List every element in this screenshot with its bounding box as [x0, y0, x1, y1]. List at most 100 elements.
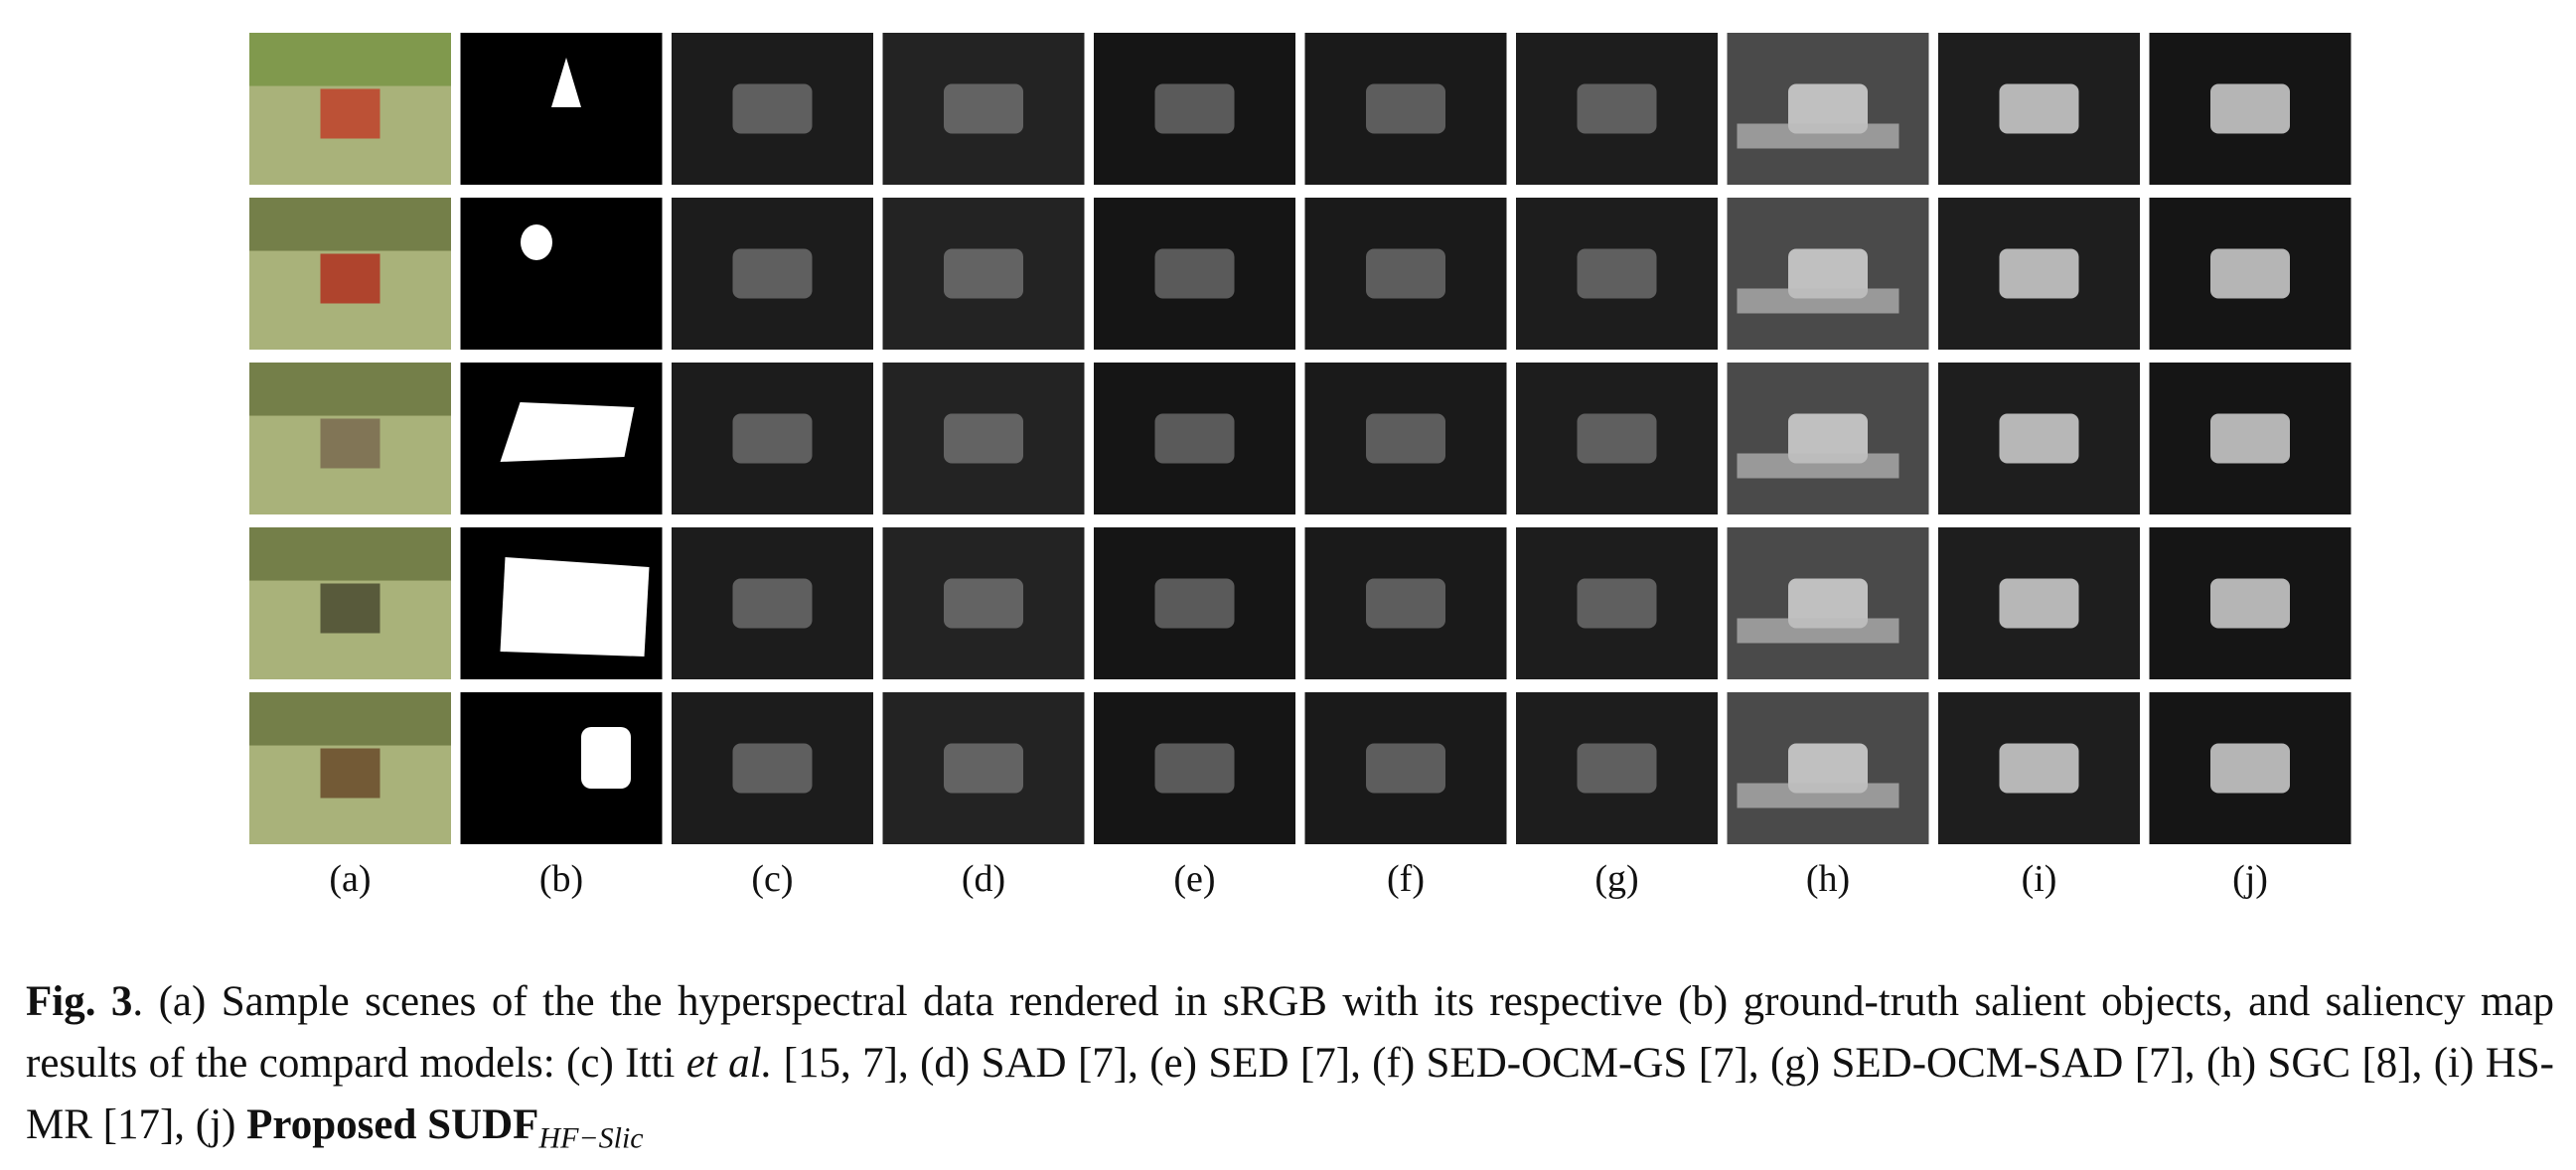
- scene-detail: [249, 692, 451, 746]
- thumbnail-bg: [1516, 527, 1718, 679]
- thumbnail: [460, 692, 663, 844]
- saliency-blob: [1999, 413, 2079, 464]
- saliency-blob: [1999, 578, 2079, 629]
- saliency-blob: [2210, 743, 2290, 794]
- thumbnail: [1938, 363, 2140, 514]
- column-label: (g): [1594, 858, 1638, 900]
- thumbnail: [1516, 198, 1718, 350]
- thumbnail: [1094, 363, 1295, 514]
- scene-object: [320, 748, 380, 799]
- thumbnail: [1304, 527, 1507, 679]
- saliency-blob: [944, 248, 1023, 299]
- thumbnail-bg: [460, 692, 663, 844]
- thumbnail-bg: [882, 363, 1085, 514]
- saliency-region: [1737, 288, 1899, 314]
- mask-shape: [500, 402, 635, 462]
- caption: Fig. 3. (a) Sample scenes of the the hyp…: [26, 971, 2554, 1170]
- thumbnail: [1094, 33, 1295, 185]
- thumbnail-bg: [1094, 33, 1295, 185]
- column-label: (e): [1173, 858, 1215, 900]
- saliency-blob: [1577, 413, 1657, 464]
- saliency-blob: [732, 743, 813, 794]
- thumbnail: [672, 363, 873, 514]
- thumbnail-bg: [672, 198, 873, 350]
- thumbnail: [882, 363, 1085, 514]
- thumbnail: [1938, 198, 2140, 350]
- scene-detail: [249, 363, 451, 416]
- saliency-blob: [1366, 743, 1445, 794]
- column-label: (d): [962, 858, 1005, 900]
- saliency-region: [1737, 453, 1899, 479]
- thumbnail: [1516, 363, 1718, 514]
- mask-shape: [581, 727, 631, 789]
- thumbnail-bg: [1304, 33, 1507, 185]
- thumbnail: [249, 363, 451, 514]
- column-label: (f): [1387, 858, 1425, 900]
- thumbnail: [1938, 692, 2140, 844]
- column-label: (j): [2232, 858, 2268, 900]
- thumbnail: [460, 198, 663, 350]
- thumbnail: [882, 527, 1085, 679]
- scene-object: [320, 583, 380, 634]
- saliency-blob: [1577, 83, 1657, 134]
- thumbnail-bg: [672, 692, 873, 844]
- caption-subscript: HF−Slic: [538, 1121, 644, 1155]
- saliency-region: [1737, 618, 1899, 644]
- column-label: (h): [1806, 858, 1850, 900]
- caption-label: Fig. 3: [26, 978, 133, 1025]
- thumbnail: [1094, 527, 1295, 679]
- thumbnail: [2149, 198, 2351, 350]
- saliency-blob: [1154, 578, 1235, 629]
- thumbnail-bg: [882, 33, 1085, 185]
- scene-detail: [249, 198, 451, 251]
- saliency-blob: [1999, 248, 2079, 299]
- thumbnail-bg: [460, 198, 663, 350]
- saliency-region: [1737, 783, 1899, 808]
- thumbnail-bg: [1516, 198, 1718, 350]
- thumbnail: [882, 198, 1085, 350]
- thumbnail: [2149, 692, 2351, 844]
- saliency-region: [1737, 123, 1899, 149]
- thumbnail-bg: [1304, 363, 1507, 514]
- caption-text: [15, 7], (d) SAD [7], (e) SED [7], (f) S…: [26, 1040, 2554, 1148]
- thumbnail-bg: [882, 527, 1085, 679]
- thumbnail-bg: [1094, 527, 1295, 679]
- caption-bold: Proposed SUDF: [246, 1101, 539, 1148]
- caption-italic: et al.: [685, 1040, 773, 1087]
- thumbnail: [460, 363, 663, 514]
- thumbnail: [1727, 33, 1929, 185]
- mask-shape: [500, 557, 650, 657]
- saliency-blob: [1999, 743, 2079, 794]
- saliency-blob: [944, 578, 1023, 629]
- thumbnail: [1727, 527, 1929, 679]
- thumbnail: [882, 692, 1085, 844]
- column-label: (c): [751, 858, 793, 900]
- thumbnail: [1938, 33, 2140, 185]
- saliency-blob: [1999, 83, 2079, 134]
- thumbnail: [1516, 527, 1718, 679]
- saliency-blob: [732, 578, 813, 629]
- thumbnail: [672, 198, 873, 350]
- thumbnail-bg: [672, 527, 873, 679]
- column-label: (b): [539, 858, 583, 900]
- thumbnail: [460, 33, 663, 185]
- saliency-blob: [1366, 413, 1445, 464]
- thumbnail-bg: [672, 33, 873, 185]
- thumbnail-bg: [1304, 198, 1507, 350]
- thumbnail: [1727, 692, 1929, 844]
- saliency-blob: [1577, 248, 1657, 299]
- saliency-blob: [1366, 83, 1445, 134]
- saliency-blob: [2210, 248, 2290, 299]
- mask-shape: [551, 58, 581, 107]
- scene-object: [320, 88, 380, 139]
- saliency-blob: [944, 83, 1023, 134]
- thumbnail: [1516, 33, 1718, 185]
- thumbnail-bg: [1304, 527, 1507, 679]
- thumbnail: [672, 527, 873, 679]
- thumbnail: [672, 33, 873, 185]
- scene-object: [320, 253, 380, 304]
- thumbnail: [1304, 198, 1507, 350]
- thumbnail: [1727, 198, 1929, 350]
- saliency-blob: [1788, 413, 1868, 464]
